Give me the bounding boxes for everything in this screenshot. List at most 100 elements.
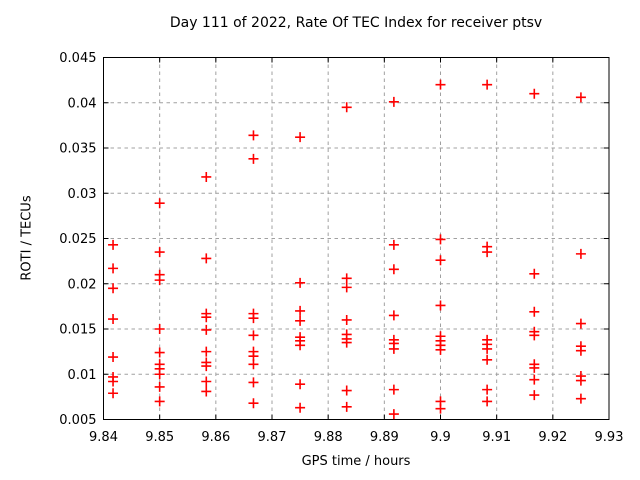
data-point-marker (154, 347, 165, 358)
y-tick-label: 0.04 (68, 96, 97, 111)
data-point-marker (529, 362, 540, 373)
data-point-marker (295, 132, 306, 143)
y-axis-title: ROTI / TECUs (19, 195, 35, 281)
data-point-marker (341, 401, 352, 412)
data-point-marker (575, 393, 586, 404)
x-tick-label: 9.93 (595, 430, 624, 445)
y-tick-label: 0.03 (68, 187, 97, 202)
data-point-marker (248, 153, 259, 164)
data-point-marker (435, 234, 446, 245)
data-point-marker (482, 396, 493, 407)
y-tick-label: 0.045 (59, 51, 96, 66)
data-point-marker (388, 384, 399, 395)
data-point-marker (108, 388, 119, 399)
data-point-marker (435, 79, 446, 90)
data-point-marker (201, 253, 212, 264)
data-point-marker (154, 198, 165, 209)
data-point-marker (248, 330, 259, 341)
data-point-marker (108, 352, 119, 363)
data-point-marker (248, 130, 259, 141)
data-point-marker (482, 384, 493, 395)
data-point-marker (201, 324, 212, 335)
x-tick-label: 9.85 (145, 430, 174, 445)
x-tick-label: 9.88 (314, 430, 343, 445)
data-point-marker (482, 79, 493, 90)
data-point-marker (108, 314, 119, 325)
data-point-marker (575, 92, 586, 103)
data-point-marker (575, 248, 586, 259)
data-point-marker (341, 273, 352, 284)
data-point-marker (575, 318, 586, 329)
data-point-marker (248, 359, 259, 370)
y-tick-label: 0.035 (59, 142, 96, 157)
x-tick-label: 9.89 (370, 430, 399, 445)
data-point-marker (295, 379, 306, 390)
data-point-marker (201, 376, 212, 387)
data-point-marker (482, 247, 493, 258)
x-tick-label: 9.87 (258, 430, 287, 445)
data-point-marker (154, 381, 165, 392)
data-point-marker (201, 312, 212, 323)
data-point-marker (108, 283, 119, 294)
data-point-marker (295, 402, 306, 413)
data-point-marker (529, 268, 540, 279)
data-point-marker (154, 275, 165, 286)
data-point-marker (108, 239, 119, 250)
data-point-marker (248, 398, 259, 409)
data-point-marker (529, 330, 540, 341)
data-point-marker (295, 315, 306, 326)
data-point-marker (482, 354, 493, 365)
data-point-marker (575, 345, 586, 356)
data-point-marker (482, 343, 493, 354)
data-point-marker (341, 385, 352, 396)
data-point-marker (295, 305, 306, 316)
data-point-marker (201, 386, 212, 397)
data-point-marker (435, 300, 446, 311)
y-tick-label: 0.025 (59, 232, 96, 247)
data-point-marker (388, 239, 399, 250)
data-point-marker (154, 396, 165, 407)
data-point-marker (388, 264, 399, 275)
data-point-marker (295, 340, 306, 351)
chart-title: Day 111 of 2022, Rate Of TEC Index for r… (169, 15, 543, 31)
data-point-marker (108, 376, 119, 387)
data-point-marker (341, 102, 352, 113)
data-point-marker (154, 369, 165, 380)
y-tick-label: 0.005 (59, 413, 96, 428)
data-point-marker (108, 263, 119, 274)
data-point-marker (529, 306, 540, 317)
data-point-marker (529, 374, 540, 385)
x-tick-label: 9.84 (89, 430, 118, 445)
data-point-marker (435, 255, 446, 266)
data-point-marker (201, 361, 212, 372)
data-point-marker (201, 346, 212, 357)
data-point-marker (435, 403, 446, 414)
data-point-marker (341, 337, 352, 348)
data-point-marker (529, 390, 540, 401)
data-point-marker (201, 171, 212, 182)
data-point-marker (341, 282, 352, 293)
data-point-marker (248, 313, 259, 324)
y-tick-label: 0.015 (59, 323, 96, 338)
x-tick-label: 9.86 (201, 430, 230, 445)
y-tick-label: 0.02 (68, 277, 97, 292)
data-point-marker (388, 310, 399, 321)
data-point-marker (154, 324, 165, 334)
data-point-marker (575, 375, 586, 386)
data-point-marker (248, 377, 259, 388)
data-point-marker (435, 344, 446, 355)
data-point-marker (529, 88, 540, 99)
data-point-marker (388, 96, 399, 107)
y-tick-label: 0.01 (68, 368, 97, 383)
x-tick-label: 9.92 (538, 430, 567, 445)
data-point-marker (388, 343, 399, 354)
x-axis-title: GPS time / hours (301, 454, 411, 469)
data-point-marker (154, 247, 165, 258)
data-point-marker (388, 409, 399, 420)
x-tick-label: 9.91 (482, 430, 511, 445)
x-tick-label: 9.9 (430, 430, 451, 445)
data-point-marker (295, 277, 306, 288)
data-point-marker (341, 314, 352, 325)
